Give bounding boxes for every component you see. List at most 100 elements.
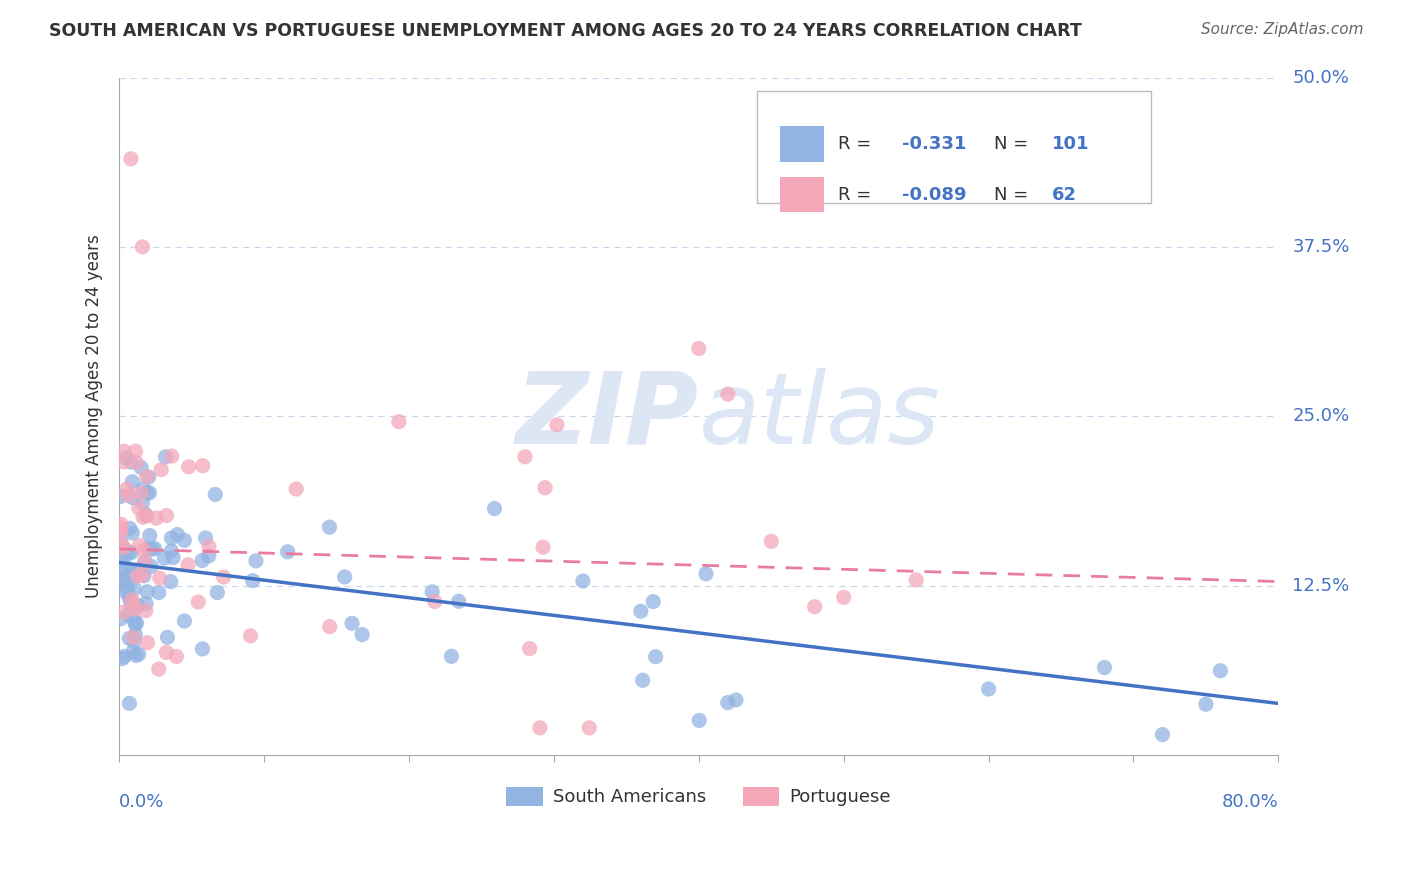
Point	[242, 574, 264, 588]
Point	[191, 553, 214, 567]
Point	[198, 549, 221, 563]
Point	[447, 594, 470, 608]
Point	[124, 614, 146, 628]
Point	[832, 591, 855, 605]
Point	[112, 606, 135, 620]
FancyBboxPatch shape	[780, 127, 824, 161]
Point	[191, 641, 214, 656]
Point	[340, 616, 363, 631]
Text: 50.0%: 50.0%	[1292, 69, 1350, 87]
Point	[110, 572, 132, 586]
Point	[136, 636, 159, 650]
Text: 25.0%: 25.0%	[1292, 408, 1350, 425]
Point	[118, 591, 141, 606]
Point	[724, 693, 747, 707]
Point	[135, 508, 157, 522]
Point	[717, 696, 740, 710]
Point	[333, 570, 356, 584]
Point	[120, 546, 142, 560]
Text: ZIP: ZIP	[516, 368, 699, 465]
Point	[128, 647, 150, 661]
Text: 0.0%: 0.0%	[120, 793, 165, 811]
Point	[1094, 660, 1116, 674]
Text: SOUTH AMERICAN VS PORTUGUESE UNEMPLOYMENT AMONG AGES 20 TO 24 YEARS CORRELATION : SOUTH AMERICAN VS PORTUGUESE UNEMPLOYMEN…	[49, 22, 1083, 40]
Point	[644, 649, 666, 664]
Point	[194, 531, 217, 545]
Point	[513, 450, 536, 464]
Point	[135, 486, 157, 500]
Point	[132, 569, 155, 583]
Point	[111, 538, 134, 552]
Point	[118, 632, 141, 646]
Text: R =: R =	[838, 135, 877, 153]
Point	[150, 463, 173, 477]
Point	[149, 571, 172, 585]
Point	[129, 486, 152, 500]
Point	[120, 566, 142, 581]
Point	[1209, 664, 1232, 678]
Point	[239, 629, 262, 643]
Point	[177, 558, 200, 572]
Point	[134, 555, 156, 569]
Point	[160, 449, 183, 463]
Point	[112, 455, 135, 469]
Point	[121, 592, 143, 607]
Point	[529, 721, 551, 735]
Point	[388, 415, 411, 429]
Point	[245, 554, 267, 568]
Point	[135, 469, 157, 483]
Point	[111, 651, 134, 665]
Point	[131, 240, 153, 254]
Point	[191, 458, 214, 473]
Point	[318, 619, 340, 633]
Point	[173, 614, 195, 628]
Point	[131, 496, 153, 510]
Point	[207, 585, 229, 599]
Text: Source: ZipAtlas.com: Source: ZipAtlas.com	[1201, 22, 1364, 37]
Point	[129, 460, 152, 475]
Point	[318, 520, 340, 534]
Point	[531, 540, 554, 554]
Point	[139, 528, 162, 542]
Point	[110, 612, 132, 626]
Text: R =: R =	[838, 186, 877, 203]
Point	[114, 549, 136, 564]
Point	[688, 342, 710, 356]
Point	[121, 571, 143, 585]
Point	[115, 569, 138, 583]
Point	[112, 649, 135, 664]
Text: 37.5%: 37.5%	[1292, 238, 1350, 256]
Point	[277, 545, 299, 559]
Point	[484, 501, 506, 516]
Point	[187, 595, 209, 609]
Point	[110, 534, 132, 549]
Point	[128, 562, 150, 576]
Point	[420, 585, 443, 599]
Point	[132, 482, 155, 496]
FancyBboxPatch shape	[756, 91, 1152, 202]
Point	[204, 487, 226, 501]
Point	[141, 542, 163, 557]
Point	[166, 527, 188, 541]
Point	[534, 481, 557, 495]
Text: 62: 62	[1052, 186, 1077, 203]
Point	[177, 459, 200, 474]
Point	[643, 594, 665, 608]
Point	[155, 508, 177, 523]
Point	[120, 455, 142, 469]
Legend: South Americans, Portuguese: South Americans, Portuguese	[499, 780, 898, 814]
FancyBboxPatch shape	[780, 178, 824, 212]
Point	[1195, 697, 1218, 711]
Point	[110, 520, 132, 534]
Point	[440, 649, 463, 664]
Text: 101: 101	[1052, 135, 1090, 153]
Point	[124, 444, 146, 458]
Point	[115, 585, 138, 599]
Point	[135, 604, 157, 618]
Point	[121, 526, 143, 541]
Point	[118, 545, 141, 559]
Point	[352, 627, 374, 641]
Point	[124, 628, 146, 642]
Point	[122, 634, 145, 648]
Point	[124, 582, 146, 596]
